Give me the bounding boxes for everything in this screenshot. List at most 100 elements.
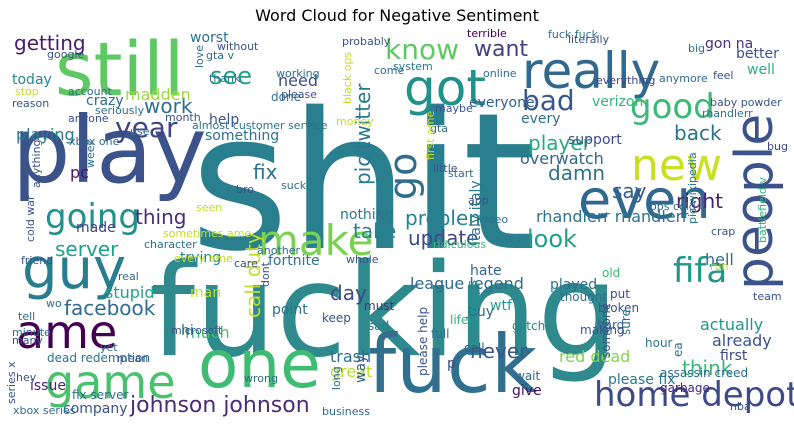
- word-love: love: [193, 45, 206, 68]
- word-life: life: [450, 313, 468, 327]
- word-black-ops: black ops: [341, 52, 354, 104]
- word-good: good: [630, 87, 715, 127]
- word-getting: getting: [14, 31, 86, 55]
- word-long: long: [330, 366, 343, 390]
- word-keep: keep: [322, 311, 351, 325]
- word-another: another: [257, 244, 300, 257]
- word-guy: guy: [22, 237, 126, 302]
- word-must: must: [364, 299, 395, 313]
- word-damn: damn: [548, 161, 605, 185]
- word-yet: yet: [100, 341, 118, 354]
- word-please-fix: please fix: [608, 372, 675, 388]
- word-got: got: [404, 59, 486, 117]
- word-please: please: [281, 88, 317, 101]
- word-hour: hour: [645, 336, 673, 350]
- word-full: full: [431, 327, 450, 341]
- word-every-ame: every ame: [174, 252, 233, 265]
- word-sure: sure: [619, 309, 633, 335]
- word-money: money: [336, 115, 374, 128]
- word-playing: playing: [16, 125, 75, 144]
- word-working: working: [276, 67, 320, 80]
- word-facebook: facebook: [64, 296, 156, 320]
- word-always: always: [465, 280, 481, 328]
- word-little: little: [433, 162, 458, 175]
- word-garbage: garbage: [660, 381, 710, 395]
- word-fuck-fuck: fuck fuck: [548, 28, 599, 41]
- word-big: big: [688, 42, 705, 55]
- word-thing: thing: [135, 205, 186, 229]
- word-hey: hey: [16, 371, 37, 384]
- word-gta: gta: [430, 122, 448, 135]
- word-use: use: [130, 125, 150, 138]
- word-glitch: glitch: [512, 319, 545, 333]
- word-better: better: [736, 46, 779, 62]
- word-back: back: [674, 121, 722, 145]
- word-week: week: [84, 138, 97, 168]
- word-hell: hell: [705, 250, 734, 269]
- word-issue: issue: [30, 378, 66, 394]
- word-work: work: [144, 94, 193, 118]
- word-madden: madden: [125, 85, 191, 104]
- word-well: well: [747, 62, 775, 78]
- word-reason: reason: [12, 97, 49, 110]
- word-never: never: [470, 339, 528, 363]
- word-fix-server: fix server: [72, 388, 129, 402]
- word-people: people: [725, 114, 785, 290]
- word-everything: everything: [596, 74, 655, 87]
- word-sometimes-ame: sometimes ame: [163, 227, 251, 240]
- word-care: care: [234, 257, 258, 270]
- word-minute: minute: [12, 326, 51, 339]
- word-overwatch: overwatch: [520, 149, 604, 168]
- word-make: make: [258, 216, 373, 265]
- word-broken: broken: [598, 301, 639, 315]
- word-player: player: [528, 131, 592, 155]
- word-fucking: fucking: [150, 237, 619, 386]
- word-nba: nba: [730, 400, 751, 413]
- word-buy: buy: [468, 304, 494, 320]
- word-ops-cold: ops cold: [650, 200, 696, 213]
- word-league-legend: league legend: [410, 274, 524, 293]
- word-dont: dont: [259, 261, 272, 287]
- word-see: see: [210, 62, 252, 90]
- word-ridiculous: ridiculous: [433, 238, 486, 251]
- word-xbox-series: xbox series: [13, 404, 76, 417]
- word-point: point: [272, 302, 308, 318]
- word-wait: wait: [515, 369, 541, 383]
- word-fifa: fifa: [673, 251, 727, 291]
- word-give: give: [512, 383, 542, 399]
- word-great: great: [330, 362, 372, 381]
- word-old: old: [602, 266, 620, 280]
- word-know: know: [385, 33, 459, 66]
- word-done: done: [271, 90, 301, 104]
- word-need: need: [278, 71, 318, 90]
- word-new: new: [631, 140, 722, 191]
- word-still: still: [55, 27, 184, 113]
- word-help: help: [209, 112, 239, 128]
- word-fix: fix: [253, 160, 278, 184]
- word-go: go: [381, 153, 425, 200]
- word-hard: hard: [597, 318, 624, 332]
- word-trying: trying: [180, 250, 221, 266]
- word-johnson-johnson: johnson johnson: [129, 393, 310, 418]
- word-take: take: [353, 219, 396, 243]
- word-call: call: [464, 341, 485, 355]
- word-pic-wikipedia: pic wikipedia: [686, 152, 699, 224]
- word-ame: ame: [16, 305, 117, 359]
- word-thank: thank: [209, 72, 241, 85]
- word-run: run: [710, 260, 728, 273]
- word-italy-italy: italy italy: [468, 180, 484, 245]
- word-ea: ea: [671, 342, 685, 357]
- word-whole: whole: [346, 253, 379, 266]
- word-update: update: [408, 226, 478, 250]
- word-mean: mean: [117, 352, 148, 365]
- word-worst: worst: [190, 30, 229, 46]
- word-business: business: [322, 405, 370, 418]
- word-crazy: crazy: [86, 93, 124, 109]
- word-rhandlerr: rhandlerr: [702, 107, 753, 120]
- word-fortnite: fortnite: [268, 253, 320, 269]
- word-play: play: [12, 97, 207, 204]
- word-month: month: [165, 111, 201, 124]
- word-pc: pc: [70, 163, 89, 182]
- word-start: start: [448, 167, 474, 180]
